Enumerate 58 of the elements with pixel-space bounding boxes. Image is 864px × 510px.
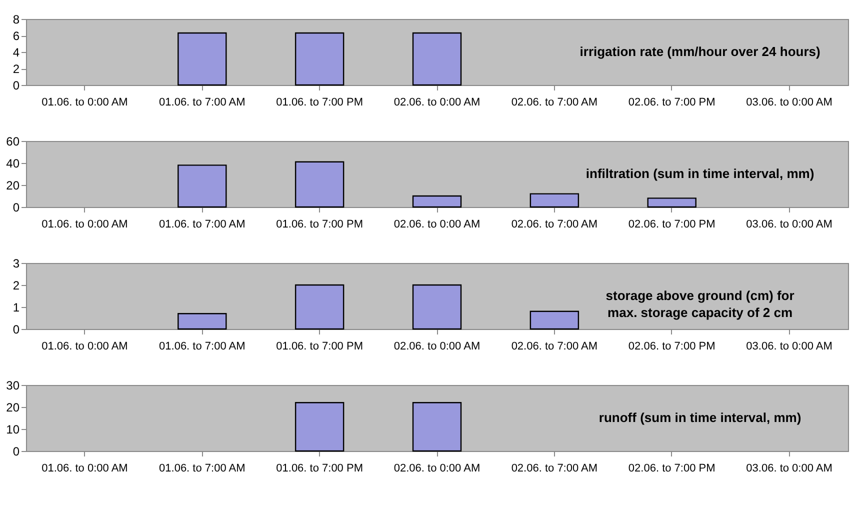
x-tick-label: 01.06. to 7:00 PM: [276, 218, 363, 230]
x-tick-label: 01.06. to 0:00 AM: [42, 218, 128, 230]
y-tick-label: 2: [12, 278, 20, 292]
y-tick-label: 1: [12, 300, 20, 314]
text: infiltration (sum in time interval, mm): [586, 166, 814, 181]
x-tick-label: 02.06. to 7:00 AM: [511, 218, 598, 230]
x-tick-label: 01.06. to 7:00 AM: [159, 462, 246, 474]
y-tick-label: 0: [12, 444, 20, 458]
y-tick-label: 30: [6, 378, 20, 392]
y-tick-label: 40: [6, 156, 20, 170]
bar: [647, 198, 696, 208]
x-tick-label: 01.06. to 7:00 PM: [276, 462, 363, 474]
x-tick-label: 02.06. to 7:00 PM: [628, 218, 716, 230]
y-tick-label: 60: [6, 134, 20, 148]
x-tick-label: 01.06. to 7:00 PM: [276, 96, 363, 108]
bar: [530, 193, 580, 208]
x-tick-label: 01.06. to 0:00 AM: [42, 462, 128, 474]
text: irrigation rate (mm/hour over 24 hours): [580, 44, 820, 59]
x-tick-label: 02.06. to 7:00 AM: [511, 340, 598, 352]
x-tick-label: 02.06. to 0:00 AM: [394, 462, 480, 474]
bar: [178, 313, 227, 330]
y-tick-label: 2: [12, 62, 20, 76]
x-tick-label: 02.06. to 7:00 PM: [628, 462, 716, 474]
bar: [294, 284, 344, 330]
text: runoff (sum in time interval, mm): [598, 410, 802, 425]
bar: [530, 310, 580, 330]
x-tick-label: 01.06. to 7:00 AM: [159, 96, 246, 108]
bar: [178, 164, 227, 208]
y-tick-label: 3: [12, 256, 20, 270]
y-tick-label: 0: [12, 78, 20, 92]
x-tick-label: 03.06. to 0:00 AM: [746, 462, 832, 474]
x-tick-label: 03.06. to 0:00 AM: [746, 218, 832, 230]
y-tick-label: 0: [12, 200, 20, 214]
x-tick-label: 01.06. to 0:00 AM: [42, 340, 128, 352]
y-tick-label: 6: [12, 29, 20, 43]
x-tick-label: 01.06. to 7:00 AM: [159, 340, 246, 352]
y-tick-label: 20: [6, 400, 20, 414]
x-tick-label: 03.06. to 0:00 AM: [746, 96, 832, 108]
y-tick-label: 20: [6, 178, 20, 192]
y-tick-label: 4: [12, 46, 20, 60]
x-tick-label: 02.06. to 0:00 AM: [394, 96, 480, 108]
x-tick-label: 02.06. to 7:00 PM: [628, 96, 716, 108]
x-tick-label: 03.06. to 0:00 AM: [746, 340, 832, 352]
y-tick-label: 10: [6, 422, 20, 436]
bar: [412, 195, 462, 208]
bar: [294, 161, 344, 208]
x-tick-label: 01.06. to 7:00 AM: [159, 218, 246, 230]
y-tick-label: 0: [12, 322, 20, 336]
x-tick-label: 02.06. to 0:00 AM: [394, 340, 480, 352]
x-tick-label: 02.06. to 7:00 PM: [628, 340, 716, 352]
x-tick-label: 02.06. to 7:00 AM: [511, 462, 598, 474]
bar: [412, 284, 462, 330]
x-tick-label: 01.06. to 7:00 PM: [276, 340, 363, 352]
x-tick-label: 01.06. to 0:00 AM: [42, 96, 128, 108]
x-tick-label: 02.06. to 0:00 AM: [394, 218, 480, 230]
x-tick-label: 02.06. to 7:00 AM: [511, 96, 598, 108]
y-tick-label: 8: [12, 12, 20, 26]
text: storage above ground (cm) for max. storage capacity of 2 cm: [606, 288, 794, 320]
